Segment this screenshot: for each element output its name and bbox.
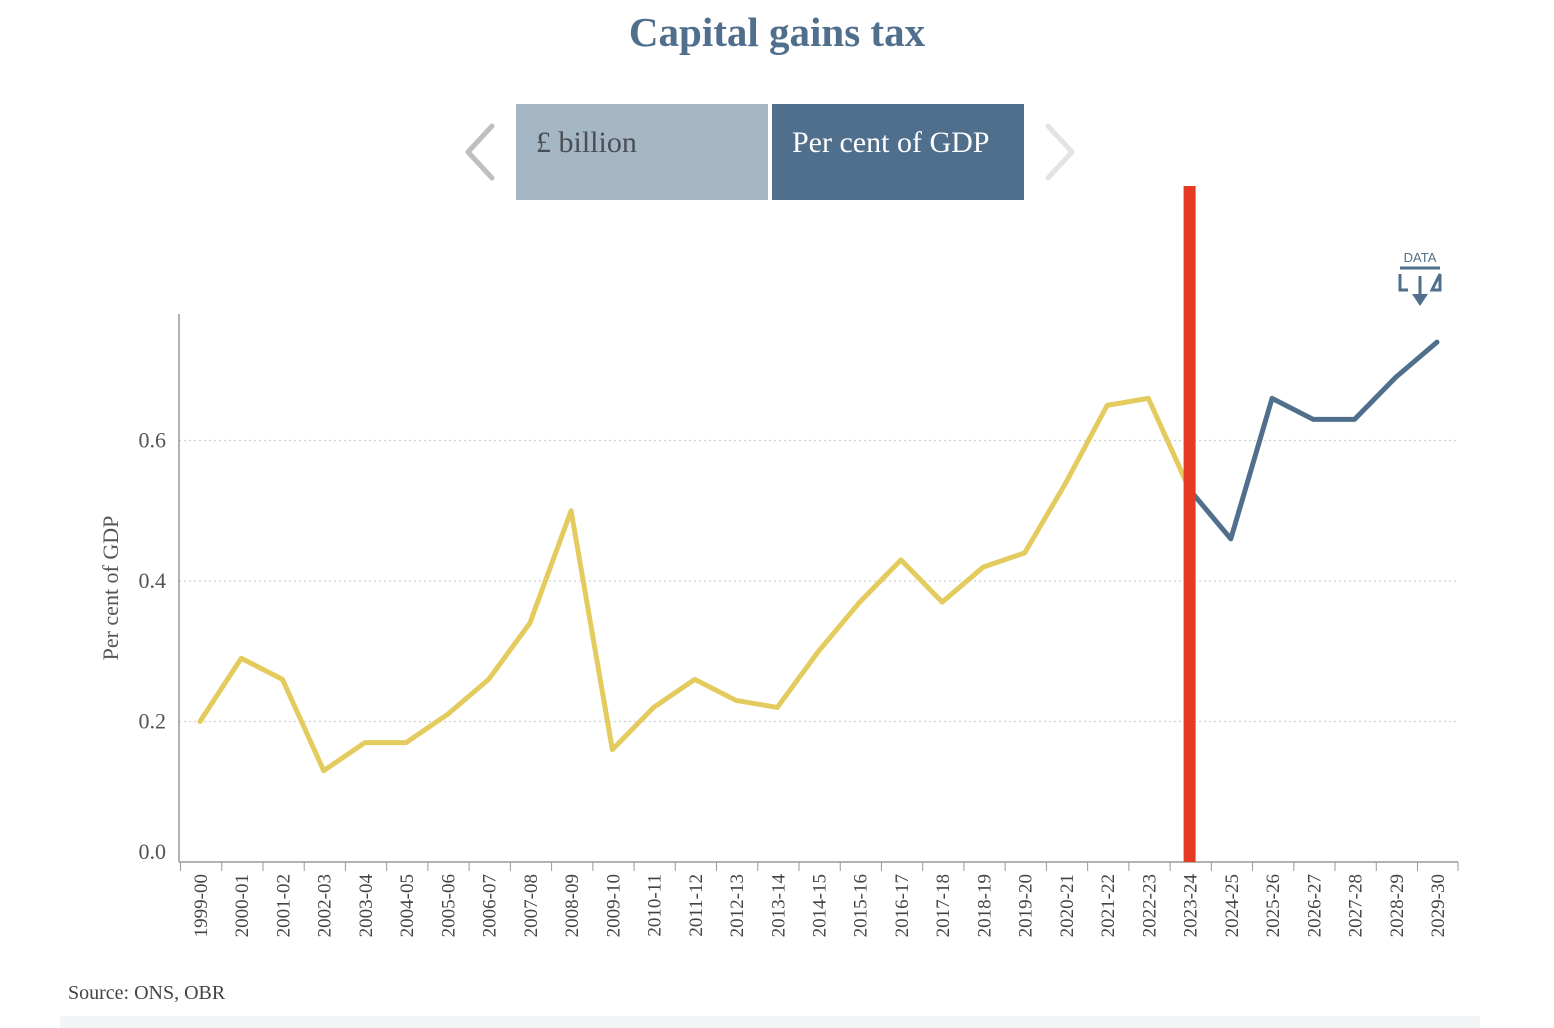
x-tick-label: 2014-15	[810, 874, 831, 937]
download-icon[interactable]: DATA	[1392, 248, 1448, 312]
x-tick-label: 2012-13	[727, 874, 748, 937]
y-tick-labels: 0.0 0.2 0.4 0.6	[139, 428, 167, 865]
x-tick-label: 2013-14	[768, 874, 789, 938]
x-tick-label: 2008-09	[562, 874, 583, 937]
x-tick-label: 2001-02	[273, 874, 294, 937]
x-tick-label: 2006-07	[480, 874, 501, 937]
x-tick-label: 2027-28	[1346, 874, 1367, 937]
x-tick-label: 2028-29	[1387, 874, 1408, 937]
forecast-marker-bar	[1183, 186, 1196, 862]
source-note: Source: ONS, OBR	[68, 982, 226, 1004]
x-tick-label: 2023-24	[1181, 874, 1202, 938]
y-tick-label: 0.0	[139, 839, 167, 864]
x-tick-labels: 1999-00 2000-01 2001-02 2002-03 2003-04 2004-…	[180, 862, 1459, 938]
x-tick-label: 2007-08	[521, 874, 542, 937]
x-tick-label: 2009-10	[603, 874, 624, 937]
x-tick-label: 2019-20	[1016, 874, 1037, 937]
chevron-right-icon[interactable]	[1040, 120, 1080, 184]
y-tick-label: 0.2	[139, 709, 167, 734]
line-chart: 0.0 0.2 0.4 0.6 1999-00 2000-01 2001-02 2002-0…	[98, 186, 1459, 938]
x-tick-label: 1999-00	[191, 874, 212, 937]
x-tick-label: 2000-01	[232, 874, 253, 937]
x-tick-label: 2022-23	[1139, 874, 1160, 937]
x-tick-label: 2024-25	[1222, 874, 1243, 937]
x-tick-label: 2021-22	[1098, 874, 1119, 937]
chevron-left-icon[interactable]	[460, 120, 500, 184]
data-button-label: DATA	[1404, 250, 1437, 265]
x-tick-label: 2020-21	[1057, 874, 1078, 937]
series-lines	[197, 339, 1440, 774]
x-tick-label: 2016-17	[892, 874, 913, 937]
x-tick-label: 2003-04	[356, 874, 377, 938]
y-tick-label: 0.4	[139, 568, 167, 593]
grid-lines	[179, 439, 1458, 723]
forecast-series-line	[1187, 339, 1440, 542]
x-tick-label: 2025-26	[1263, 874, 1284, 937]
x-tick-label: 2010-11	[645, 874, 666, 937]
footer-strip	[60, 1016, 1480, 1028]
y-axis-label: Per cent of GDP	[98, 516, 123, 661]
forecast-marker-group	[1183, 186, 1196, 862]
y-tick-label: 0.6	[139, 428, 167, 453]
x-tick-label: 2029-30	[1428, 874, 1449, 937]
x-tick-label: 2004-05	[397, 874, 418, 937]
toggle-gdp-button[interactable]: Per cent of GDP	[772, 104, 1024, 200]
x-tick-label: 2015-16	[851, 874, 872, 937]
x-tick-label: 2018-19	[974, 874, 995, 937]
x-tick-label: 2011-12	[686, 874, 707, 937]
toggle-billion-button[interactable]: £ billion	[516, 104, 768, 200]
chart-title: Capital gains tax	[628, 9, 926, 55]
x-tick-label: 2026-27	[1304, 874, 1325, 937]
outturn-series-line	[197, 395, 1193, 774]
x-tick-label: 2002-03	[315, 874, 336, 937]
x-tick-label: 2017-18	[933, 874, 954, 937]
x-tick-label: 2005-06	[438, 874, 459, 937]
